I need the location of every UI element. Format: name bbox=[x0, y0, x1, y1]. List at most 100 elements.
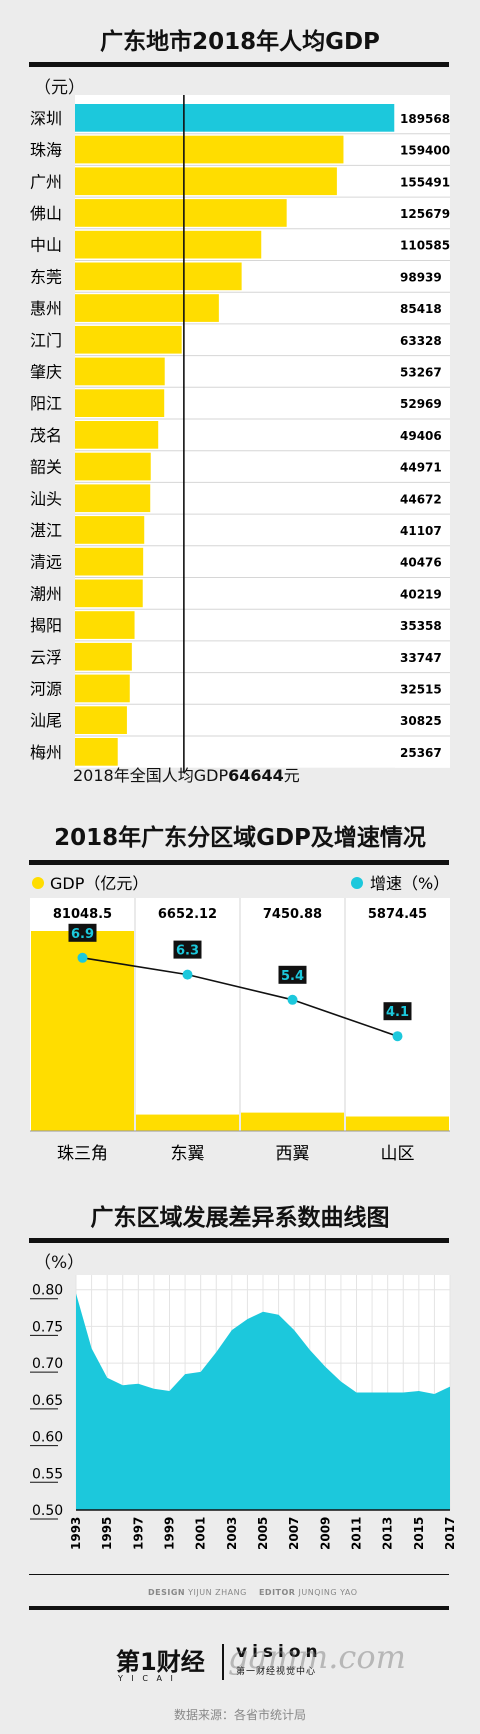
value-label: 110585 bbox=[400, 239, 450, 253]
bar bbox=[75, 484, 151, 513]
x-tick-label: 2013 bbox=[381, 1517, 395, 1550]
gdp-value-label: 7450.88 bbox=[263, 907, 322, 922]
y-tick-label: 0.70 bbox=[32, 1356, 63, 1372]
city-label: 茂名 bbox=[30, 426, 62, 445]
legend-gdp-label: GDP（亿元） bbox=[50, 874, 148, 893]
value-label: 52969 bbox=[400, 397, 442, 411]
bar bbox=[75, 547, 144, 576]
legend-gdp-marker bbox=[32, 877, 44, 889]
yicai-logo-sub: Y I C A I bbox=[118, 1674, 176, 1683]
city-label: 汕头 bbox=[30, 489, 62, 508]
value-label: 49406 bbox=[400, 429, 442, 443]
area-series bbox=[76, 1293, 450, 1510]
city-label: 清远 bbox=[30, 553, 62, 572]
value-label: 40476 bbox=[400, 556, 442, 570]
bar bbox=[75, 674, 130, 703]
value-label: 155491 bbox=[400, 175, 450, 189]
growth-label-box bbox=[173, 940, 202, 959]
bar bbox=[75, 642, 132, 671]
y-tick-label: 0.80 bbox=[32, 1283, 63, 1299]
gdp-bar bbox=[241, 1112, 344, 1131]
growth-value-label: 4.1 bbox=[386, 1005, 409, 1020]
y-tick-label: 0.60 bbox=[32, 1430, 63, 1446]
city-label: 揭阳 bbox=[30, 616, 62, 635]
region-label: 东翼 bbox=[171, 1144, 205, 1164]
bar bbox=[75, 357, 165, 386]
bar bbox=[75, 167, 337, 196]
gdp-value-label: 5874.45 bbox=[368, 907, 427, 922]
value-label: 35358 bbox=[400, 619, 442, 633]
bar bbox=[75, 706, 127, 734]
growth-label-box bbox=[68, 923, 97, 942]
x-tick-label: 2009 bbox=[318, 1517, 332, 1550]
x-tick-label: 1999 bbox=[163, 1517, 177, 1550]
bar bbox=[75, 738, 118, 766]
city-label: 梅州 bbox=[30, 743, 62, 762]
bar bbox=[75, 325, 182, 354]
bar bbox=[75, 294, 219, 322]
bar bbox=[75, 135, 344, 164]
chart2-title: 2018年广东分区域GDP及增速情况 bbox=[54, 825, 426, 851]
city-label: 云浮 bbox=[30, 648, 62, 667]
y-tick-label: 0.55 bbox=[32, 1466, 63, 1482]
bar bbox=[75, 389, 165, 417]
gdp-bar bbox=[346, 1116, 449, 1131]
city-label: 江门 bbox=[30, 331, 62, 350]
growth-value-label: 6.9 bbox=[71, 927, 94, 942]
growth-point bbox=[287, 994, 298, 1005]
region-label: 珠三角 bbox=[57, 1144, 108, 1164]
reference-label: 2018年全国人均GDP bbox=[73, 766, 229, 785]
value-label: 33747 bbox=[400, 651, 442, 665]
city-label: 汕尾 bbox=[30, 711, 62, 730]
city-label: 广州 bbox=[30, 172, 62, 191]
city-label: 佛山 bbox=[30, 204, 62, 223]
value-label: 40219 bbox=[400, 587, 442, 601]
chart1-unit-label: （元） bbox=[34, 78, 85, 98]
editor-name: JUNQING YAO bbox=[298, 1588, 358, 1597]
credits: DESIGN YIJUN ZHANG EDITOR JUNQING YAO bbox=[148, 1588, 358, 1597]
x-tick-label: 2007 bbox=[287, 1517, 301, 1550]
value-label: 98939 bbox=[400, 270, 442, 284]
value-label: 63328 bbox=[400, 334, 442, 348]
value-label: 32515 bbox=[400, 682, 442, 696]
city-label: 深圳 bbox=[30, 109, 62, 128]
city-label: 潮州 bbox=[30, 584, 62, 603]
watermark: gamm.com bbox=[228, 1638, 406, 1676]
growth-value-label: 6.3 bbox=[176, 944, 199, 959]
vision-logo-sub: 第一财经视觉中心 bbox=[236, 1667, 317, 1677]
gdp-value-label: 6652.12 bbox=[158, 907, 217, 922]
bar bbox=[75, 516, 145, 544]
title-rule bbox=[29, 62, 449, 67]
x-tick-label: 2005 bbox=[256, 1517, 270, 1550]
bar bbox=[75, 230, 262, 259]
city-label: 湛江 bbox=[30, 521, 62, 540]
bar bbox=[75, 452, 151, 481]
value-label: 189568 bbox=[400, 112, 450, 126]
bar bbox=[75, 262, 242, 291]
bar bbox=[75, 579, 143, 608]
chart3-title: 广东区域发展差异系数曲线图 bbox=[90, 1205, 390, 1231]
y-tick-label: 0.50 bbox=[32, 1503, 63, 1519]
reference-annotation: 2018年全国人均GDP64644元 bbox=[73, 762, 300, 786]
x-tick-label: 2011 bbox=[350, 1517, 364, 1550]
title-rule bbox=[29, 1238, 449, 1243]
x-tick-label: 1997 bbox=[131, 1517, 145, 1550]
region-label: 西翼 bbox=[276, 1144, 310, 1164]
chart1-title: 广东地市2018年人均GDP bbox=[100, 29, 380, 55]
logo-divider bbox=[222, 1644, 224, 1680]
legend-growth-label: 增速（%） bbox=[370, 874, 449, 893]
design-label: DESIGN bbox=[148, 1588, 186, 1597]
value-label: 125679 bbox=[400, 207, 450, 221]
title-rule bbox=[29, 860, 449, 865]
credits-rule-bottom bbox=[29, 1606, 449, 1610]
city-label: 珠海 bbox=[30, 141, 62, 160]
city-label: 韶关 bbox=[30, 458, 62, 477]
growth-label-box bbox=[278, 965, 307, 984]
chart3-unit-label: （%） bbox=[34, 1253, 85, 1273]
reference-unit: 元 bbox=[283, 766, 300, 785]
y-tick-label: 0.65 bbox=[32, 1393, 63, 1409]
bar bbox=[75, 611, 135, 639]
y-tick-label: 0.75 bbox=[32, 1319, 63, 1335]
region-label: 山区 bbox=[381, 1144, 415, 1164]
x-tick-label: 1995 bbox=[100, 1517, 114, 1550]
